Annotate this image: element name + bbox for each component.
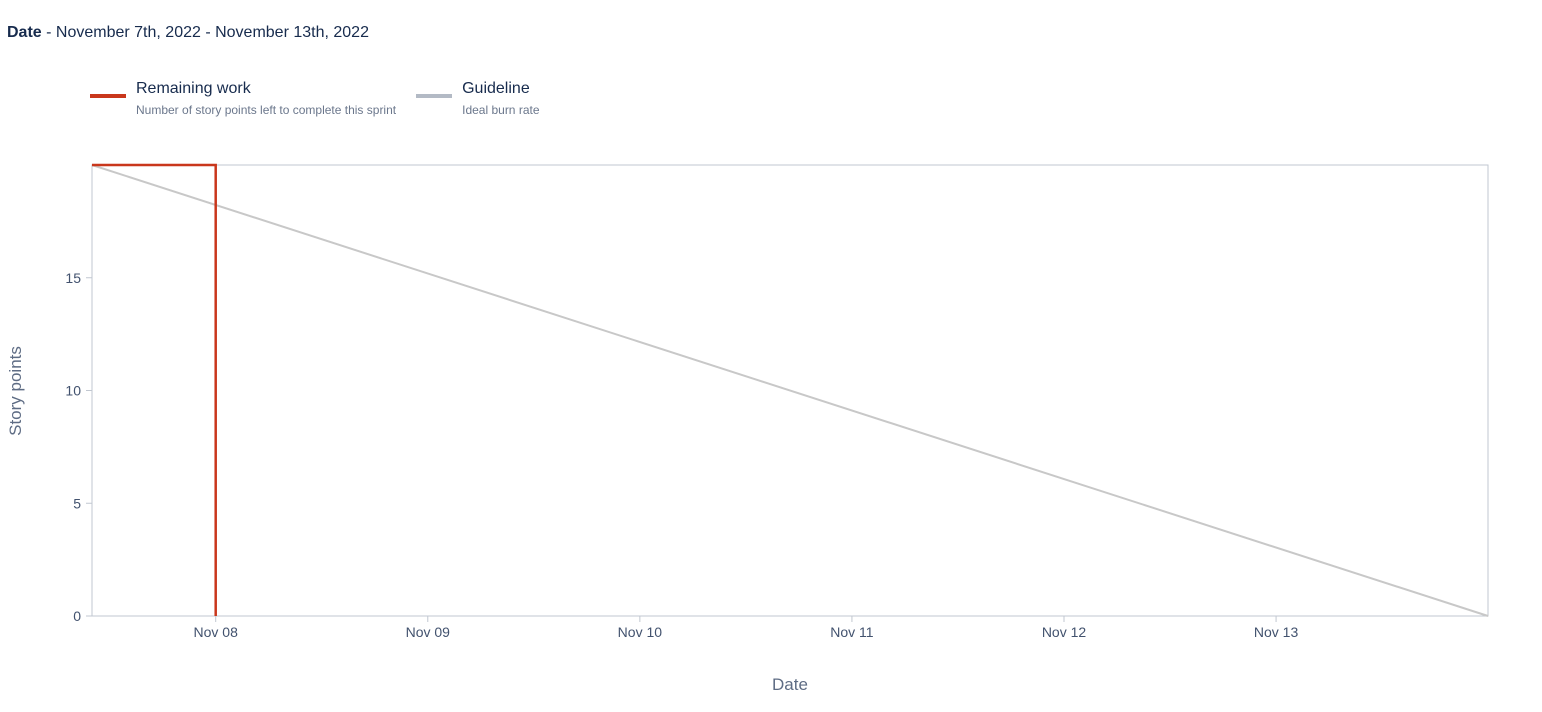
- y-tick-label: 10: [65, 383, 81, 399]
- x-tick-label: Nov 12: [1042, 624, 1087, 640]
- y-axis-ticks: 0 5 10 15: [65, 270, 92, 624]
- legend-title-guideline: Guideline: [462, 80, 530, 97]
- x-tick-label: Nov 08: [194, 624, 239, 640]
- date-separator: -: [41, 24, 56, 41]
- legend-title-remaining-work: Remaining work: [136, 80, 251, 97]
- legend-swatch-guideline: [416, 94, 453, 98]
- x-axis-ticks: Nov 08 Nov 09 Nov 10 Nov 11 Nov 12 Nov 13: [194, 616, 1299, 640]
- x-tick-label: Nov 09: [406, 624, 451, 640]
- date-range-text: November 7th, 2022 - November 13th, 2022: [55, 24, 369, 41]
- date-label: Date: [7, 24, 42, 41]
- series-line-remaining-work: [92, 163, 217, 616]
- series-line-guideline: [91, 164, 1489, 617]
- legend-item-remaining-work[interactable]: Remaining work Number of story points le…: [90, 80, 396, 119]
- y-tick-label: 15: [65, 270, 81, 286]
- date-range-header: Date - November 7th, 2022 - November 13t…: [7, 24, 369, 42]
- chart-legend: Remaining work Number of story points le…: [90, 80, 540, 119]
- x-tick-label: Nov 10: [618, 624, 663, 640]
- legend-swatch-remaining-work: [90, 94, 126, 98]
- x-tick-label: Nov 13: [1254, 624, 1299, 640]
- y-tick-label: 5: [73, 495, 81, 511]
- legend-desc-guideline: Ideal burn rate: [462, 103, 540, 117]
- legend-desc-remaining-work: Number of story points left to complete …: [136, 103, 397, 117]
- x-axis-title: Date: [772, 675, 808, 694]
- chart-series: [91, 163, 1489, 617]
- x-tick-label: Nov 11: [830, 624, 874, 640]
- legend-item-guideline[interactable]: Guideline Ideal burn rate: [416, 80, 540, 119]
- y-axis-title: Story points: [6, 346, 25, 436]
- y-tick-label: 0: [73, 608, 81, 624]
